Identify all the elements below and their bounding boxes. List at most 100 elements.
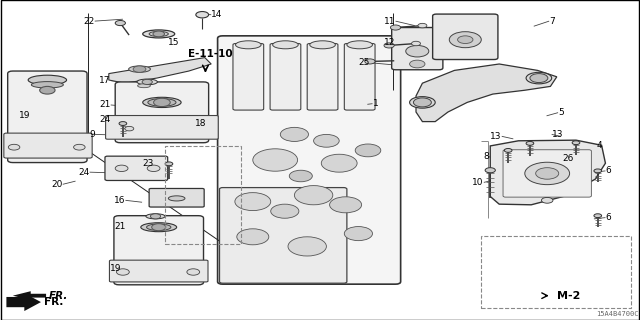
- Ellipse shape: [138, 84, 150, 88]
- Circle shape: [133, 66, 146, 72]
- Text: 5: 5: [558, 108, 564, 117]
- Text: 15A4B4700C: 15A4B4700C: [596, 311, 639, 317]
- FancyBboxPatch shape: [109, 260, 208, 282]
- Ellipse shape: [147, 224, 171, 230]
- Polygon shape: [416, 64, 557, 122]
- Ellipse shape: [168, 196, 185, 201]
- Ellipse shape: [129, 66, 150, 72]
- Ellipse shape: [538, 177, 552, 181]
- Circle shape: [594, 214, 602, 218]
- Text: 24: 24: [99, 115, 111, 124]
- Circle shape: [119, 122, 127, 125]
- FancyBboxPatch shape: [392, 28, 443, 70]
- Text: M-2: M-2: [557, 291, 580, 301]
- Circle shape: [115, 165, 128, 172]
- Circle shape: [412, 41, 420, 46]
- Ellipse shape: [31, 82, 63, 88]
- Polygon shape: [490, 140, 605, 205]
- Text: 19: 19: [110, 264, 122, 273]
- Text: 10: 10: [472, 178, 484, 187]
- Circle shape: [294, 186, 333, 205]
- FancyBboxPatch shape: [115, 82, 209, 143]
- Circle shape: [344, 227, 372, 241]
- FancyBboxPatch shape: [233, 44, 264, 110]
- Text: 25: 25: [358, 58, 370, 67]
- Text: 17: 17: [99, 76, 111, 85]
- Text: 15: 15: [168, 38, 179, 47]
- FancyBboxPatch shape: [344, 44, 375, 110]
- Circle shape: [406, 45, 429, 57]
- Circle shape: [289, 170, 312, 182]
- Circle shape: [485, 168, 495, 173]
- Circle shape: [187, 269, 200, 275]
- Text: 23: 23: [142, 159, 154, 168]
- Ellipse shape: [347, 41, 372, 49]
- Circle shape: [154, 98, 170, 107]
- Text: E-11-10: E-11-10: [188, 49, 232, 59]
- Text: 26: 26: [562, 154, 573, 163]
- Polygon shape: [13, 291, 46, 300]
- Circle shape: [142, 79, 152, 84]
- Text: 16: 16: [114, 196, 125, 205]
- Circle shape: [526, 141, 534, 145]
- Circle shape: [541, 197, 553, 203]
- Circle shape: [116, 269, 129, 275]
- Circle shape: [271, 204, 299, 218]
- Circle shape: [253, 149, 298, 171]
- FancyBboxPatch shape: [220, 188, 347, 283]
- FancyBboxPatch shape: [307, 44, 338, 110]
- Bar: [481, 236, 631, 308]
- Circle shape: [321, 154, 357, 172]
- Circle shape: [40, 86, 55, 94]
- Ellipse shape: [146, 214, 165, 219]
- Ellipse shape: [273, 41, 298, 49]
- Text: 22: 22: [83, 17, 95, 26]
- Circle shape: [365, 59, 375, 64]
- Text: 9: 9: [89, 130, 95, 139]
- Circle shape: [355, 144, 381, 157]
- Text: 18: 18: [195, 119, 207, 128]
- Circle shape: [8, 144, 20, 150]
- Text: 12: 12: [384, 38, 396, 47]
- Circle shape: [150, 214, 161, 219]
- Circle shape: [530, 74, 548, 83]
- Text: 13: 13: [490, 132, 502, 141]
- Polygon shape: [6, 293, 41, 311]
- Text: 19: 19: [19, 111, 31, 120]
- Circle shape: [115, 20, 125, 26]
- Text: 6: 6: [605, 213, 611, 222]
- Circle shape: [165, 162, 173, 166]
- Ellipse shape: [28, 75, 67, 85]
- Text: 1: 1: [372, 99, 378, 108]
- Circle shape: [153, 31, 164, 37]
- Circle shape: [536, 168, 559, 179]
- Circle shape: [330, 197, 362, 213]
- Text: 14: 14: [211, 10, 223, 19]
- Ellipse shape: [236, 41, 261, 49]
- FancyBboxPatch shape: [4, 133, 92, 158]
- Text: FR.: FR.: [44, 297, 63, 307]
- Circle shape: [410, 60, 425, 68]
- Circle shape: [147, 165, 160, 172]
- Circle shape: [418, 23, 427, 28]
- Text: 8: 8: [483, 152, 489, 161]
- Circle shape: [125, 126, 134, 131]
- Circle shape: [458, 36, 473, 44]
- Circle shape: [572, 141, 580, 145]
- Text: 11: 11: [384, 17, 396, 26]
- Circle shape: [314, 134, 339, 147]
- Circle shape: [288, 237, 326, 256]
- FancyBboxPatch shape: [218, 36, 401, 284]
- Text: 21: 21: [114, 222, 125, 231]
- Ellipse shape: [148, 99, 176, 106]
- FancyBboxPatch shape: [149, 188, 204, 207]
- Circle shape: [237, 229, 269, 245]
- Circle shape: [413, 98, 431, 107]
- Text: 6: 6: [605, 166, 611, 175]
- Circle shape: [525, 162, 570, 185]
- Bar: [165, 146, 241, 244]
- Circle shape: [280, 127, 308, 141]
- FancyBboxPatch shape: [114, 216, 204, 285]
- FancyBboxPatch shape: [270, 44, 301, 110]
- FancyBboxPatch shape: [8, 71, 87, 163]
